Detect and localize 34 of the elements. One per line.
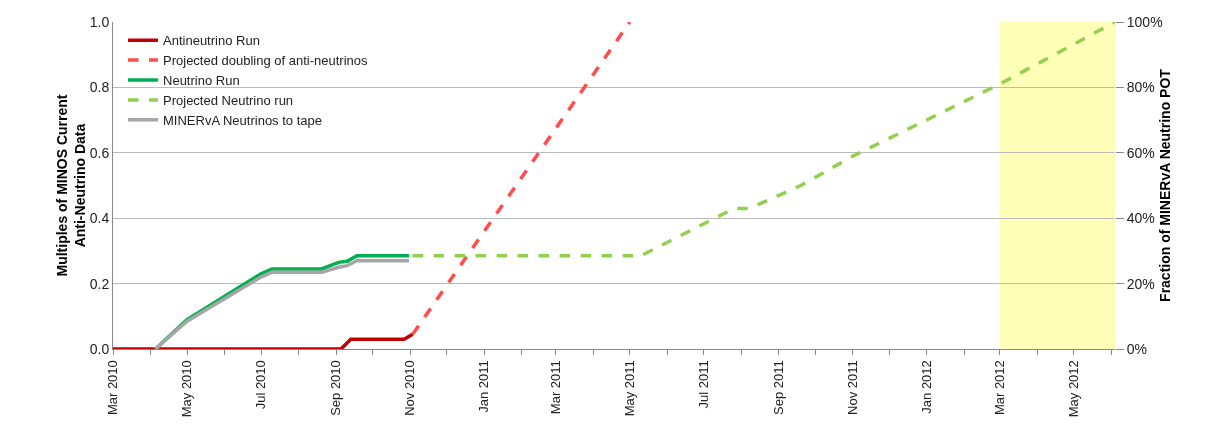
legend-label: Projected Neutrino run xyxy=(163,92,294,108)
x-tick-label: May 2011 xyxy=(621,360,637,417)
x-tick-label: Jan 2011 xyxy=(476,360,492,413)
y2-axis-title: Fraction of MINERvA Neutrino POT xyxy=(1156,68,1173,302)
x-tick-label: Sep 2011 xyxy=(771,360,787,415)
legend-label: Projected doubling of anti-neutrinos xyxy=(163,53,369,69)
y2-tick-label: 80% xyxy=(1126,79,1155,96)
x-tick-label: Nov 2011 xyxy=(845,360,861,415)
y-tick-label: 1.0 xyxy=(89,13,110,30)
legend-label: MINERvA Neutrinos to tape xyxy=(163,112,322,128)
x-tick-label: Jul 2011 xyxy=(695,360,711,409)
x-tick-label: May 2010 xyxy=(179,360,195,418)
y2-tick-label: 20% xyxy=(1126,275,1155,292)
y-tick-label: 0.0 xyxy=(89,340,110,357)
x-tick-label: Mar 2012 xyxy=(991,360,1007,416)
x-tick-label: Mar 2010 xyxy=(105,360,121,416)
y-tick-label: 0.8 xyxy=(89,79,110,96)
y-axis-title: Multiples of MINOS Current Anti-Neutrino Data xyxy=(53,94,88,277)
x-tick-label: Mar 2011 xyxy=(547,360,563,415)
legend-label: Antineutrino Run xyxy=(163,33,260,49)
y-tick-label: 0.6 xyxy=(89,144,110,161)
y2-tick-label: 60% xyxy=(1126,144,1155,161)
legend-label: Neutrino Run xyxy=(163,73,240,89)
line-series xyxy=(410,22,1115,258)
y-tick-label: 0.2 xyxy=(89,275,110,292)
y2-tick-label: 100% xyxy=(1126,13,1163,30)
y2-tick-label: 0% xyxy=(1126,340,1148,357)
x-tick-label: May 2012 xyxy=(1065,360,1081,418)
y2-tick-label: 40% xyxy=(1126,210,1155,227)
x-tick-label: Jul 2010 xyxy=(253,360,269,410)
y-tick-label: 0.4 xyxy=(89,210,110,227)
x-tick-label: Jan 2012 xyxy=(919,360,935,414)
x-tick-label: Nov 2010 xyxy=(402,360,418,416)
x-tick-label: Sep 2010 xyxy=(328,360,344,416)
